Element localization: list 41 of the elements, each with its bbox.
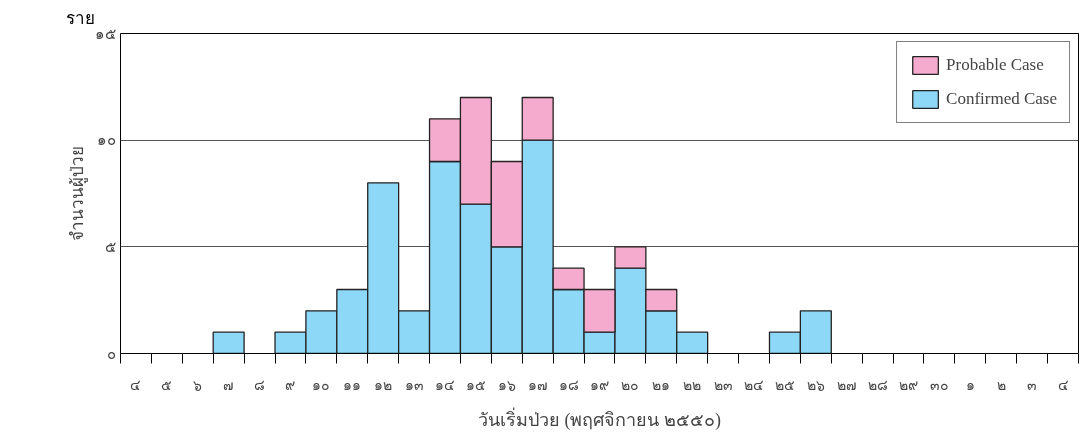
y-tick-label: ๕: [104, 238, 116, 255]
legend-label: Probable Case: [946, 55, 1044, 75]
y-axis-title: จำนวนผู้ป่วย: [67, 146, 88, 241]
x-tick-label: ๕: [161, 377, 173, 393]
x-tick-label: ๒๕: [774, 377, 795, 393]
x-tick-label: ๒๔: [744, 377, 765, 393]
x-tick-label: ๒๑: [652, 377, 671, 393]
x-tick-label: ๒๘: [867, 377, 888, 393]
x-tick-label: ๑: [965, 377, 975, 393]
x-tick-label: ๑๖: [497, 377, 516, 393]
x-tick-label: ๓๐: [929, 377, 949, 393]
text: ราย: [65, 8, 95, 28]
x-tick-label: ๒๗: [836, 377, 857, 393]
x-tick-label: ๙: [285, 377, 296, 393]
x-tick-label: ๔: [1057, 377, 1069, 393]
x-tick-label: ๑๙: [590, 377, 609, 393]
x-tick-label: ๒๒: [683, 377, 702, 393]
x-tick-label: ๒๐: [621, 377, 640, 393]
x-tick-label: ๗: [223, 377, 235, 393]
y-tick-label: ๑๐: [96, 132, 116, 149]
x-tick-label: ๑๘: [558, 377, 579, 393]
legend-label: Confirmed Case: [946, 89, 1057, 109]
x-tick-label: ๒: [996, 377, 1006, 393]
x-tick-label: ๑๓: [404, 377, 424, 393]
x-tick-label: ๒๙: [899, 377, 919, 393]
x-axis-title: วันเริ่มป่วย (พฤศจิกายน ๒๕๕๐): [478, 406, 722, 431]
x-tick-label: ๒๖: [806, 377, 825, 393]
x-tick-label: ๑๗: [527, 377, 548, 393]
x-tick-label: ๖: [193, 377, 203, 393]
x-tick-label: ๘: [254, 377, 266, 393]
y-tick-label: ๐: [106, 345, 116, 362]
x-tick-label: ๑๒: [374, 377, 393, 393]
x-tick-label: ๑๔: [434, 377, 455, 393]
x-tick-label: ๒๓: [713, 377, 733, 393]
x-tick-label: ๑๑: [343, 377, 362, 393]
x-tick-label: ๑๕: [465, 377, 486, 393]
bar: [212, 331, 245, 354]
x-tick-label: ๑๐: [312, 377, 331, 393]
x-tick-label: ๓: [1027, 377, 1038, 393]
x-tick-label: ๔: [130, 377, 142, 393]
y-tick-label: ๑๕: [94, 25, 116, 42]
